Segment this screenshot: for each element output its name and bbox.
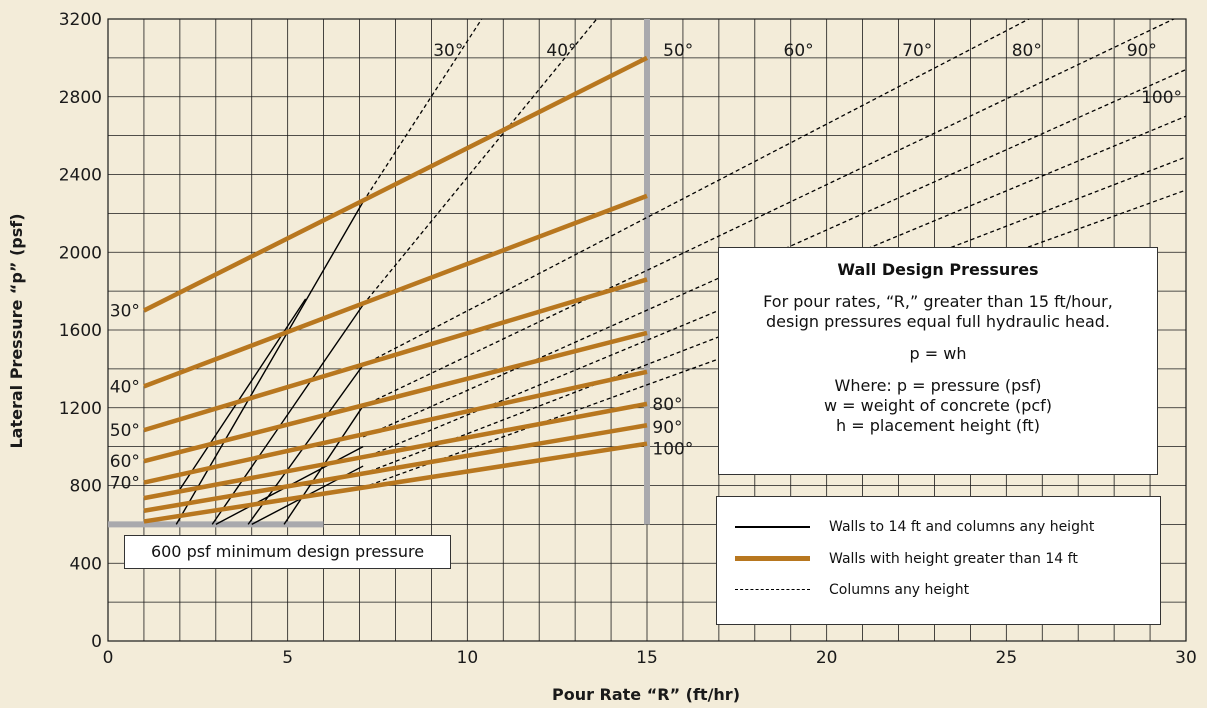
y-tick-label: 800	[70, 477, 102, 497]
y-tick-label: 400	[70, 554, 102, 574]
temp-label-left: 40°	[110, 377, 140, 397]
column-line-80deg	[362, 115, 1186, 459]
wall-line-30deg	[142, 55, 649, 313]
column-line-30deg	[362, 19, 483, 203]
wall-line-50deg	[143, 277, 648, 433]
column-temp-label: 40°	[546, 41, 576, 61]
column-temp-label: 100°	[1141, 88, 1182, 108]
x-tick-label: 20	[816, 648, 838, 668]
y-tick-label: 0	[91, 632, 102, 652]
x-tick-label: 25	[996, 648, 1018, 668]
wall-line-to-14ft	[211, 304, 364, 525]
column-temp-label: 90°	[1127, 41, 1157, 61]
tick-labels: 0 5 10 15 20 25 30 0 400 800 1200 1600 2000 2400 2800 3…	[59, 10, 1197, 668]
wall-line-100deg	[143, 441, 648, 524]
x-tick-label: 15	[636, 648, 658, 668]
column-temp-label: 50°	[663, 41, 693, 61]
column-temp-label: 60°	[784, 41, 814, 61]
y-tick-label: 2400	[59, 166, 102, 186]
legend-label-orange: Walls with height greater than 14 ft	[829, 551, 1078, 567]
x-tick-label: 10	[457, 648, 479, 668]
design-box-line2: design pressures equal full hydraulic he…	[765, 312, 1110, 331]
legend: Walls to 14 ft and columns any height Wa…	[716, 496, 1161, 625]
y-tick-label: 1200	[59, 399, 102, 419]
column-line-50deg	[362, 19, 1031, 366]
column-temp-label: 70°	[902, 41, 932, 61]
wall-line-80deg	[143, 401, 648, 501]
design-box-where1: Where: p = pressure (psf)	[834, 376, 1042, 395]
temp-label-left: 70°	[110, 474, 140, 494]
column-line-60deg	[362, 19, 1176, 407]
temp-label-left: 60°	[110, 452, 140, 472]
legend-swatch-solid	[735, 526, 810, 528]
x-tick-label: 30	[1175, 648, 1197, 668]
wall-design-pressures-box: Wall Design Pressures For pour rates, “R…	[718, 247, 1158, 475]
temp-label-right: 80°	[652, 395, 682, 415]
legend-label-solid: Walls to 14 ft and columns any height	[829, 519, 1095, 535]
design-box-where3: h = placement height (ft)	[836, 416, 1040, 435]
column-temp-label: 80°	[1012, 41, 1042, 61]
temp-label-left: 50°	[110, 421, 140, 441]
y-tick-label: 2000	[59, 243, 102, 263]
x-tick-label: 0	[103, 648, 114, 668]
column-temp-label: 30°	[433, 41, 463, 61]
temp-label-right: 90°	[652, 418, 682, 438]
legend-swatch-dashed	[735, 589, 810, 590]
temp-label-right: 100°	[652, 440, 693, 460]
y-tick-label: 1600	[59, 321, 102, 341]
y-tick-label: 2800	[59, 88, 102, 108]
design-box-title: Wall Design Pressures	[837, 260, 1039, 279]
minimum-pressure-note: 600 psf minimum design pressure	[124, 535, 451, 569]
wall-line-to-14ft	[179, 298, 307, 490]
temperature-labels: 30°40°50°60°70°80°90°100°30° 40° 50° 60° 70°…	[110, 41, 1182, 493]
y-axis-title: Lateral Pressure “p” (psf)	[7, 213, 26, 448]
legend-swatch-orange	[735, 556, 810, 561]
x-axis-title: Pour Rate “R” (ft/hr)	[552, 685, 740, 704]
wall-line-40deg	[143, 193, 648, 389]
temp-label-left: 30°	[110, 302, 140, 322]
legend-label-dashed: Columns any height	[829, 582, 970, 598]
design-box-where2: w = weight of concrete (pcf)	[823, 396, 1053, 415]
design-box-formula: p = wh	[909, 344, 967, 363]
column-line-40deg	[362, 19, 598, 306]
wall-lines-over-14ft	[142, 55, 649, 524]
wall-line-90deg	[143, 423, 648, 513]
design-box-line1: For pour rates, “R,” greater than 15 ft/…	[763, 292, 1113, 311]
wall-line-70deg	[143, 369, 648, 485]
wall-line-60deg	[143, 330, 648, 464]
x-tick-label: 5	[282, 648, 293, 668]
y-tick-label: 3200	[59, 10, 102, 30]
